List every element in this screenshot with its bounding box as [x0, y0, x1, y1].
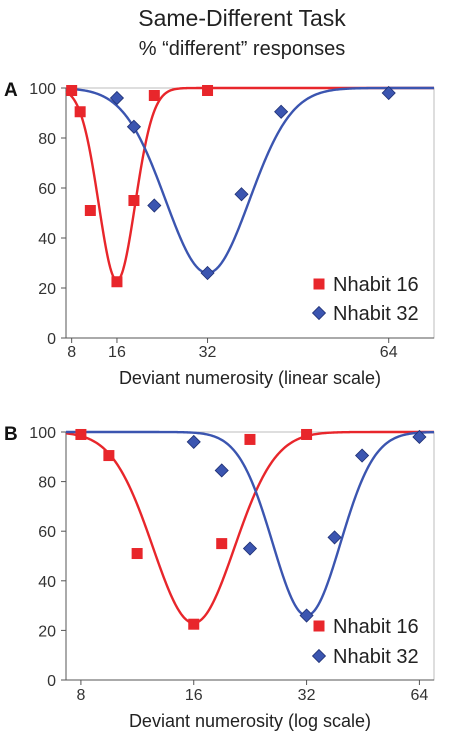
panel-label: B: [4, 424, 18, 445]
data-point-diamond: [412, 429, 427, 445]
data-point-square: [244, 433, 256, 445]
y-tick-label: 0: [47, 673, 56, 690]
data-point-diamond: [200, 265, 215, 281]
figure-subtitle: % “different” responses: [139, 38, 345, 60]
data-point-square: [111, 276, 123, 288]
data-point-diamond: [147, 198, 162, 213]
x-tick-label: 8: [67, 344, 76, 361]
y-tick-label: 0: [47, 331, 56, 348]
y-tick-label: 100: [29, 425, 56, 442]
data-point-diamond: [274, 104, 289, 119]
data-point-square: [301, 428, 313, 440]
data-point-square: [148, 90, 160, 101]
data-point-diamond: [186, 434, 201, 449]
data-point-square: [131, 548, 143, 560]
plot-frame: [65, 87, 435, 339]
legend-marker: [313, 278, 325, 290]
x-axis-title: Deviant numerosity (log scale): [129, 711, 371, 731]
figure-title: Same-Different Task: [138, 5, 346, 31]
panel-a: A 0 20 40 60 80 100 8 16 32 64 Deviant numerosity (…: [4, 80, 435, 388]
x-tick-label: 16: [185, 687, 203, 704]
data-point-square: [66, 85, 78, 96]
x-axis-title: Deviant numerosity (linear scale): [119, 368, 381, 388]
x-tick-label: 64: [380, 344, 398, 361]
y-tick-label: 80: [38, 131, 56, 148]
x-tick-label: 16: [108, 344, 126, 361]
x-tick-label: 8: [76, 687, 85, 704]
legend-label: Nhabit 32: [333, 646, 419, 668]
legend-marker: [311, 648, 327, 664]
fit-curve-nhabit-32: [66, 430, 435, 617]
fit-curve-nhabit-16: [65, 86, 434, 282]
x-tick-label: 64: [411, 687, 429, 704]
fit-curve-nhabit-32: [65, 86, 434, 275]
y-tick-label: 80: [38, 475, 56, 492]
legend-marker: [313, 620, 325, 632]
y-tick-label: 20: [38, 623, 56, 640]
legend-label: Nhabit 16: [333, 616, 419, 638]
y-tick-label: 40: [38, 231, 56, 248]
data-point-square: [128, 195, 140, 206]
data-point-diamond: [327, 530, 342, 545]
data-point-square: [188, 618, 200, 630]
panel-label: A: [4, 80, 18, 101]
data-point-square: [84, 205, 96, 216]
x-tick-label: 32: [199, 344, 217, 361]
data-point-diamond: [381, 85, 396, 101]
y-tick-label: 20: [38, 281, 56, 298]
data-point-diamond: [234, 187, 249, 202]
y-tick-label: 100: [29, 81, 56, 98]
data-point-diamond: [109, 90, 125, 106]
data-point-diamond: [214, 463, 229, 478]
data-point-square: [75, 428, 87, 440]
panel-b: B 0 20 40 60 80 100 8 16 32 64 Deviant numerosity (…: [4, 424, 435, 731]
y-tick-label: 60: [38, 181, 56, 198]
data-point-diamond: [299, 608, 314, 623]
data-point-square: [202, 85, 214, 96]
x-tick-label: 32: [298, 687, 316, 704]
data-point-diamond: [126, 119, 142, 134]
fit-curve-nhabit-16: [65, 430, 434, 625]
legend-marker: [311, 305, 327, 321]
data-point-square: [74, 106, 86, 118]
legend-label: Nhabit 32: [333, 303, 419, 325]
data-point-diamond: [242, 541, 258, 556]
data-point-diamond: [355, 448, 370, 463]
data-point-square: [216, 538, 228, 550]
legend-label: Nhabit 16: [333, 274, 419, 296]
data-point-square: [103, 450, 115, 462]
y-tick-label: 40: [38, 574, 56, 591]
y-tick-label: 60: [38, 524, 56, 541]
